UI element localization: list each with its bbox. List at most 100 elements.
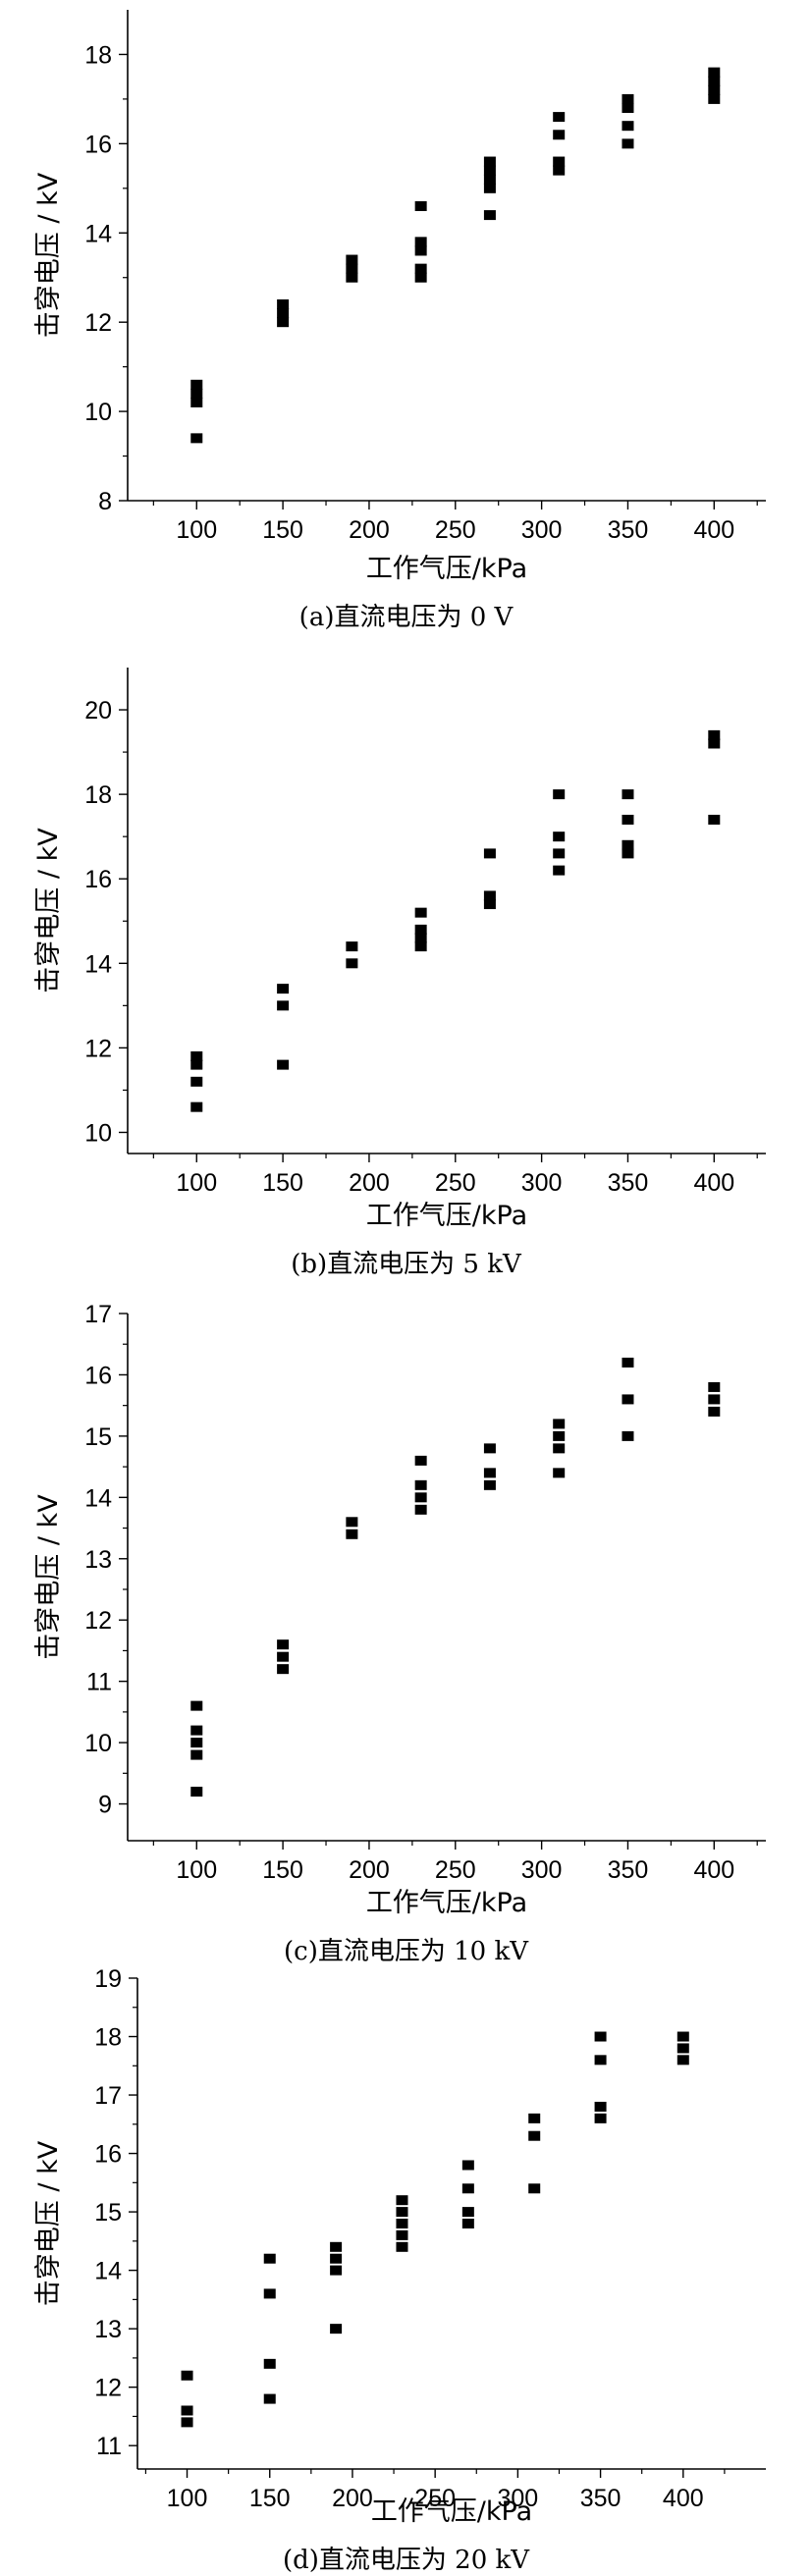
y-tick-label: 11 bbox=[86, 1669, 112, 1696]
data-point bbox=[190, 1101, 203, 1112]
x-tick-label: 150 bbox=[262, 1856, 303, 1884]
y-tick-label: 14 bbox=[94, 2258, 122, 2285]
x-tick-label: 200 bbox=[349, 1169, 390, 1197]
y-tick-label: 18 bbox=[84, 781, 112, 809]
x-tick-label: 350 bbox=[608, 1856, 649, 1884]
data-point bbox=[396, 2229, 408, 2240]
data-point bbox=[277, 1664, 290, 1675]
data-point bbox=[553, 1419, 566, 1429]
data-point bbox=[190, 388, 203, 399]
data-point bbox=[396, 2241, 408, 2252]
data-point bbox=[483, 1468, 496, 1478]
data-point bbox=[190, 1700, 203, 1711]
data-point bbox=[330, 2241, 343, 2252]
y-tick-label: 13 bbox=[84, 1546, 112, 1574]
y-axis-label: 击穿电压 / kV bbox=[33, 1494, 64, 1660]
data-point bbox=[190, 1738, 203, 1748]
data-point bbox=[622, 839, 634, 850]
data-point bbox=[277, 308, 290, 319]
data-point bbox=[263, 2358, 276, 2369]
data-point bbox=[677, 2043, 689, 2054]
data-point bbox=[622, 1394, 634, 1405]
x-tick-label: 200 bbox=[349, 516, 390, 544]
data-point bbox=[528, 2183, 541, 2194]
data-point bbox=[677, 2031, 689, 2042]
x-tick-label: 100 bbox=[176, 516, 217, 544]
data-point bbox=[414, 201, 427, 211]
chart-panel-d: 100 150 200 250 300 350 400 11 12 13 14 15 16 17 18 19 工… bbox=[0, 1934, 812, 2575]
x-tick-label: 150 bbox=[262, 1169, 303, 1197]
x-tick-label: 100 bbox=[167, 2485, 208, 2512]
data-point bbox=[483, 1479, 496, 1490]
data-point bbox=[414, 263, 427, 274]
data-point bbox=[708, 1406, 721, 1417]
data-point bbox=[622, 121, 634, 132]
data-point bbox=[483, 183, 496, 193]
chart-svg: 100 150 200 250 300 350 400 9 10 11 12 13 14 15 16 17 工作… bbox=[33, 1301, 766, 1918]
x-axis-label: 工作气压/kPa bbox=[366, 1201, 527, 1231]
data-point bbox=[708, 67, 721, 78]
x-tick-label: 100 bbox=[176, 1856, 217, 1884]
x-tick-label: 350 bbox=[608, 1169, 649, 1197]
data-point bbox=[330, 2253, 343, 2264]
data-point bbox=[677, 2055, 689, 2066]
figure-caption: (d)直流电压为 20 kV bbox=[282, 2546, 530, 2575]
data-point bbox=[414, 272, 427, 283]
data-point bbox=[190, 433, 203, 444]
data-point bbox=[190, 1725, 203, 1736]
y-tick-label: 19 bbox=[94, 1965, 122, 1993]
data-point bbox=[346, 958, 358, 969]
data-point bbox=[190, 1051, 203, 1061]
y-tick-label: 14 bbox=[84, 1484, 112, 1512]
y-tick-label: 12 bbox=[84, 1035, 112, 1062]
data-point bbox=[263, 2288, 276, 2299]
x-tick-label: 150 bbox=[249, 2485, 291, 2512]
data-point bbox=[528, 2130, 541, 2141]
data-point bbox=[594, 2113, 607, 2123]
x-tick-label: 250 bbox=[414, 2485, 456, 2512]
data-point bbox=[461, 2160, 474, 2171]
chart-svg: 100 150 200 250 300 350 400 11 12 13 14 15 16 17 18 19 工… bbox=[33, 1965, 766, 2527]
y-tick-label: 13 bbox=[94, 2316, 122, 2343]
data-point bbox=[190, 398, 203, 407]
data-point bbox=[483, 210, 496, 221]
x-tick-label: 250 bbox=[435, 516, 476, 544]
chart-panel-c: 100 150 200 250 300 350 400 9 10 11 12 13 14 15 16 17 工作… bbox=[0, 1296, 812, 1966]
y-tick-label: 12 bbox=[84, 1607, 112, 1635]
y-tick-label: 12 bbox=[84, 309, 112, 337]
data-point bbox=[708, 93, 721, 104]
x-tick-label: 400 bbox=[663, 2485, 704, 2512]
data-point bbox=[708, 1381, 721, 1392]
y-axis-label: 击穿电压 / kV bbox=[33, 2140, 64, 2306]
x-tick-label: 350 bbox=[580, 2485, 622, 2512]
x-tick-label: 300 bbox=[521, 1856, 563, 1884]
x-axis-label: 工作气压/kPa bbox=[366, 1888, 527, 1918]
data-point bbox=[483, 890, 496, 901]
x-tick-label: 200 bbox=[332, 2485, 373, 2512]
x-tick-label: 400 bbox=[693, 516, 734, 544]
x-tick-label: 300 bbox=[521, 1169, 563, 1197]
data-point bbox=[622, 848, 634, 859]
x-tick-label: 300 bbox=[521, 516, 563, 544]
data-point bbox=[277, 1000, 290, 1011]
data-point bbox=[708, 1394, 721, 1405]
data-point bbox=[553, 832, 566, 842]
data-point bbox=[622, 93, 634, 104]
data-point bbox=[553, 165, 566, 176]
data-point bbox=[622, 1430, 634, 1441]
y-tick-label: 11 bbox=[96, 2433, 122, 2460]
data-point bbox=[414, 237, 427, 247]
data-point bbox=[346, 941, 358, 952]
y-tick-label: 14 bbox=[84, 950, 112, 978]
x-tick-label: 400 bbox=[693, 1169, 734, 1197]
data-point bbox=[483, 165, 496, 176]
x-axis-label: 工作气压/kPa bbox=[371, 2496, 532, 2527]
data-point bbox=[622, 103, 634, 113]
data-point bbox=[414, 924, 427, 935]
data-point bbox=[346, 254, 358, 265]
x-tick-label: 400 bbox=[693, 1856, 734, 1884]
data-point bbox=[461, 2219, 474, 2228]
data-point bbox=[483, 1443, 496, 1454]
data-point bbox=[346, 272, 358, 283]
data-point bbox=[277, 299, 290, 309]
